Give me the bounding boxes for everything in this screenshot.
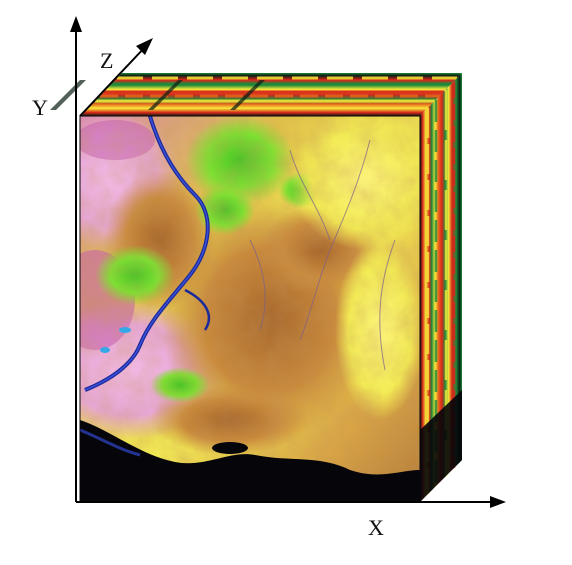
x-axis [76, 496, 506, 508]
cube-side-face [420, 73, 462, 502]
cube-top-face [50, 73, 462, 116]
x-axis-label: X [368, 515, 384, 540]
cube-front-image [80, 116, 420, 502]
y-axis-arrowhead [70, 16, 82, 32]
x-axis-arrowhead [490, 496, 506, 508]
z-axis-arrowhead [136, 38, 153, 55]
z-axis [79, 38, 153, 117]
y-axis-label: Y [32, 95, 48, 120]
y-axis [70, 16, 82, 502]
z-axis-label: Z [100, 48, 113, 73]
